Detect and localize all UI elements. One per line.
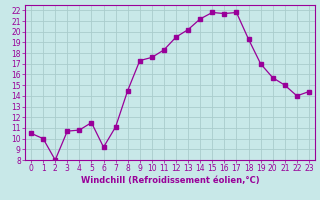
X-axis label: Windchill (Refroidissement éolien,°C): Windchill (Refroidissement éolien,°C) [81, 176, 259, 185]
